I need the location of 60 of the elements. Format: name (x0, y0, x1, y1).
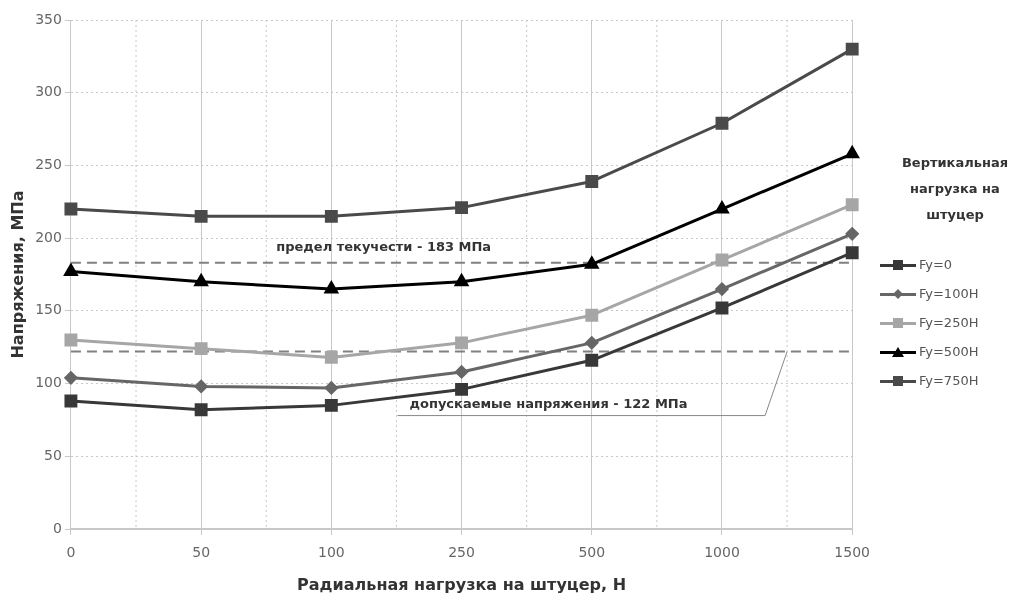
point (845, 146, 859, 159)
legend-label: Fy=0 (919, 257, 953, 272)
y-tick-label: 0 (53, 519, 62, 536)
y-tick-label: 100 (35, 374, 62, 391)
point (845, 227, 859, 241)
legend-label: Fy=750Н (919, 373, 979, 388)
point (194, 403, 208, 417)
point (324, 350, 338, 364)
point (455, 382, 468, 396)
y-tick-label: 350 (35, 10, 62, 27)
point (324, 281, 339, 294)
legend-label: Fy=500Н (919, 344, 979, 359)
y-tick-label: 150 (35, 301, 62, 318)
point (324, 381, 338, 395)
point (715, 301, 729, 315)
point (194, 274, 208, 287)
point (64, 264, 78, 277)
point (585, 174, 599, 188)
x-tick-label: 0 (66, 544, 76, 561)
legend-label: Fy=100Н (919, 286, 979, 301)
point (194, 209, 208, 223)
y-tick-label: 200 (35, 228, 62, 245)
point (454, 274, 469, 287)
point (715, 282, 729, 296)
point (64, 394, 78, 408)
x-axis-title: Радиальная нагрузка на штуцер, Н (297, 574, 627, 594)
point (194, 379, 208, 393)
point (715, 116, 729, 130)
point (64, 202, 78, 216)
point (455, 365, 469, 379)
ref-line-label: допускаемые напряжения - 122 МПа (409, 395, 688, 411)
point (585, 336, 599, 350)
y-axis-title: Напряжения, МПа (7, 190, 27, 359)
legend-title: Вертикальная нагрузка на штуцер (900, 154, 1010, 224)
point (585, 308, 599, 322)
point (324, 398, 338, 412)
point (585, 256, 599, 269)
point (845, 42, 859, 56)
point (455, 201, 468, 215)
x-tick-label: 1500 (834, 544, 871, 561)
y-tick-label: 300 (35, 83, 62, 100)
point (845, 246, 859, 260)
point (715, 201, 729, 214)
point (715, 253, 729, 267)
point (324, 209, 338, 223)
y-tick-label: 50 (44, 446, 62, 463)
point (845, 198, 859, 212)
point (64, 333, 78, 347)
x-tick-label: 250 (448, 544, 475, 561)
x-tick-label: 1000 (704, 544, 740, 561)
x-tick-label: 50 (192, 544, 211, 561)
legend-label: Fy=250Н (919, 315, 979, 330)
x-tick-label: 100 (317, 544, 345, 561)
y-tick-label: 250 (35, 156, 62, 173)
point (64, 371, 78, 385)
point (455, 336, 468, 350)
x-tick-label: 500 (578, 544, 606, 561)
point (585, 353, 599, 367)
point (194, 342, 208, 356)
ref-line-label: предел текучести - 183 МПа (276, 238, 492, 254)
